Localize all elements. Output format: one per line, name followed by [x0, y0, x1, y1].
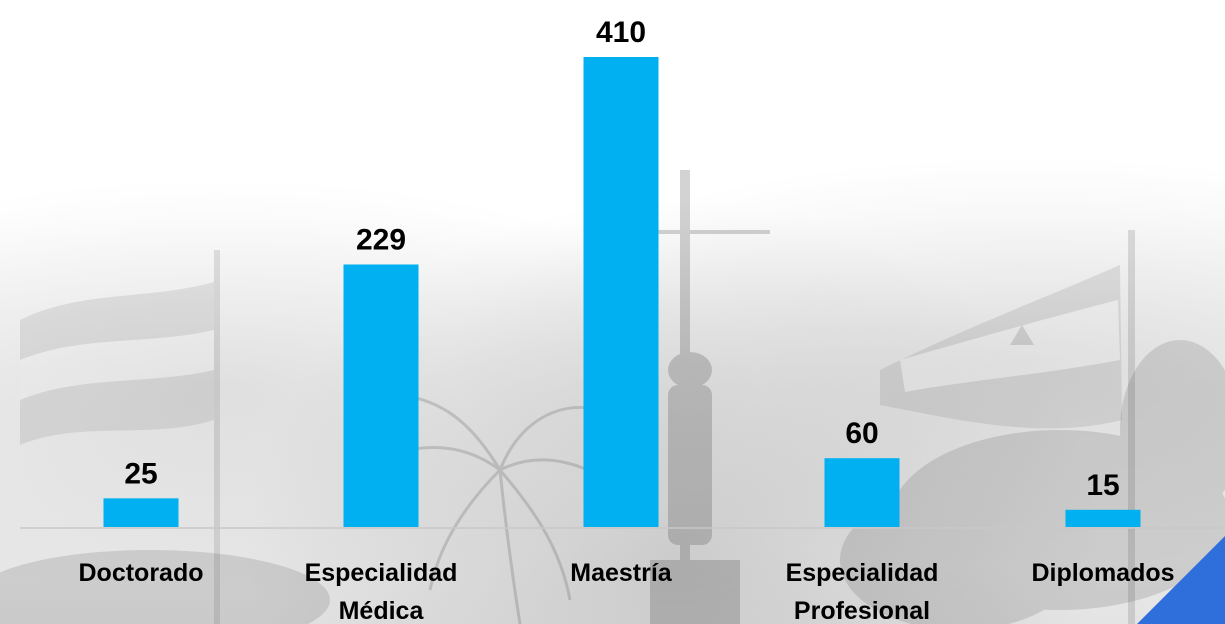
bar-4 — [1065, 509, 1141, 527]
flag-icon — [20, 250, 220, 624]
category-label-line: Especialidad — [305, 559, 458, 587]
bar-3 — [824, 458, 900, 527]
bar-2 — [583, 57, 659, 527]
statue-icon — [650, 170, 770, 624]
category-label-3: Especialidad Profesional — [786, 559, 939, 624]
flag-icon — [880, 230, 1135, 624]
category-label-1: Especialidad Médica — [305, 559, 458, 624]
category-label-line: Médica — [339, 597, 425, 624]
bar-0 — [103, 498, 179, 527]
value-label-1: 229 — [356, 223, 406, 256]
category-label-line: Profesional — [794, 597, 930, 624]
value-label-4: 15 — [1086, 469, 1119, 502]
category-label-0: Doctorado — [79, 559, 204, 587]
category-label-line: Doctorado — [79, 559, 204, 587]
corner-accent-triangle — [1137, 536, 1225, 624]
category-labels-group: Doctorado Especialidad Médica Maestría Espec… — [79, 559, 1175, 624]
category-label-line: Especialidad — [786, 559, 939, 587]
bar-1 — [343, 264, 419, 527]
bars-group — [103, 57, 1141, 527]
category-label-line: Maestría — [570, 559, 673, 587]
category-label-2: Maestría — [570, 559, 673, 587]
value-label-3: 60 — [845, 417, 878, 450]
value-labels-group: 25 229 410 60 15 — [124, 16, 1119, 502]
value-label-0: 25 — [124, 457, 157, 490]
value-label-2: 410 — [596, 16, 646, 49]
